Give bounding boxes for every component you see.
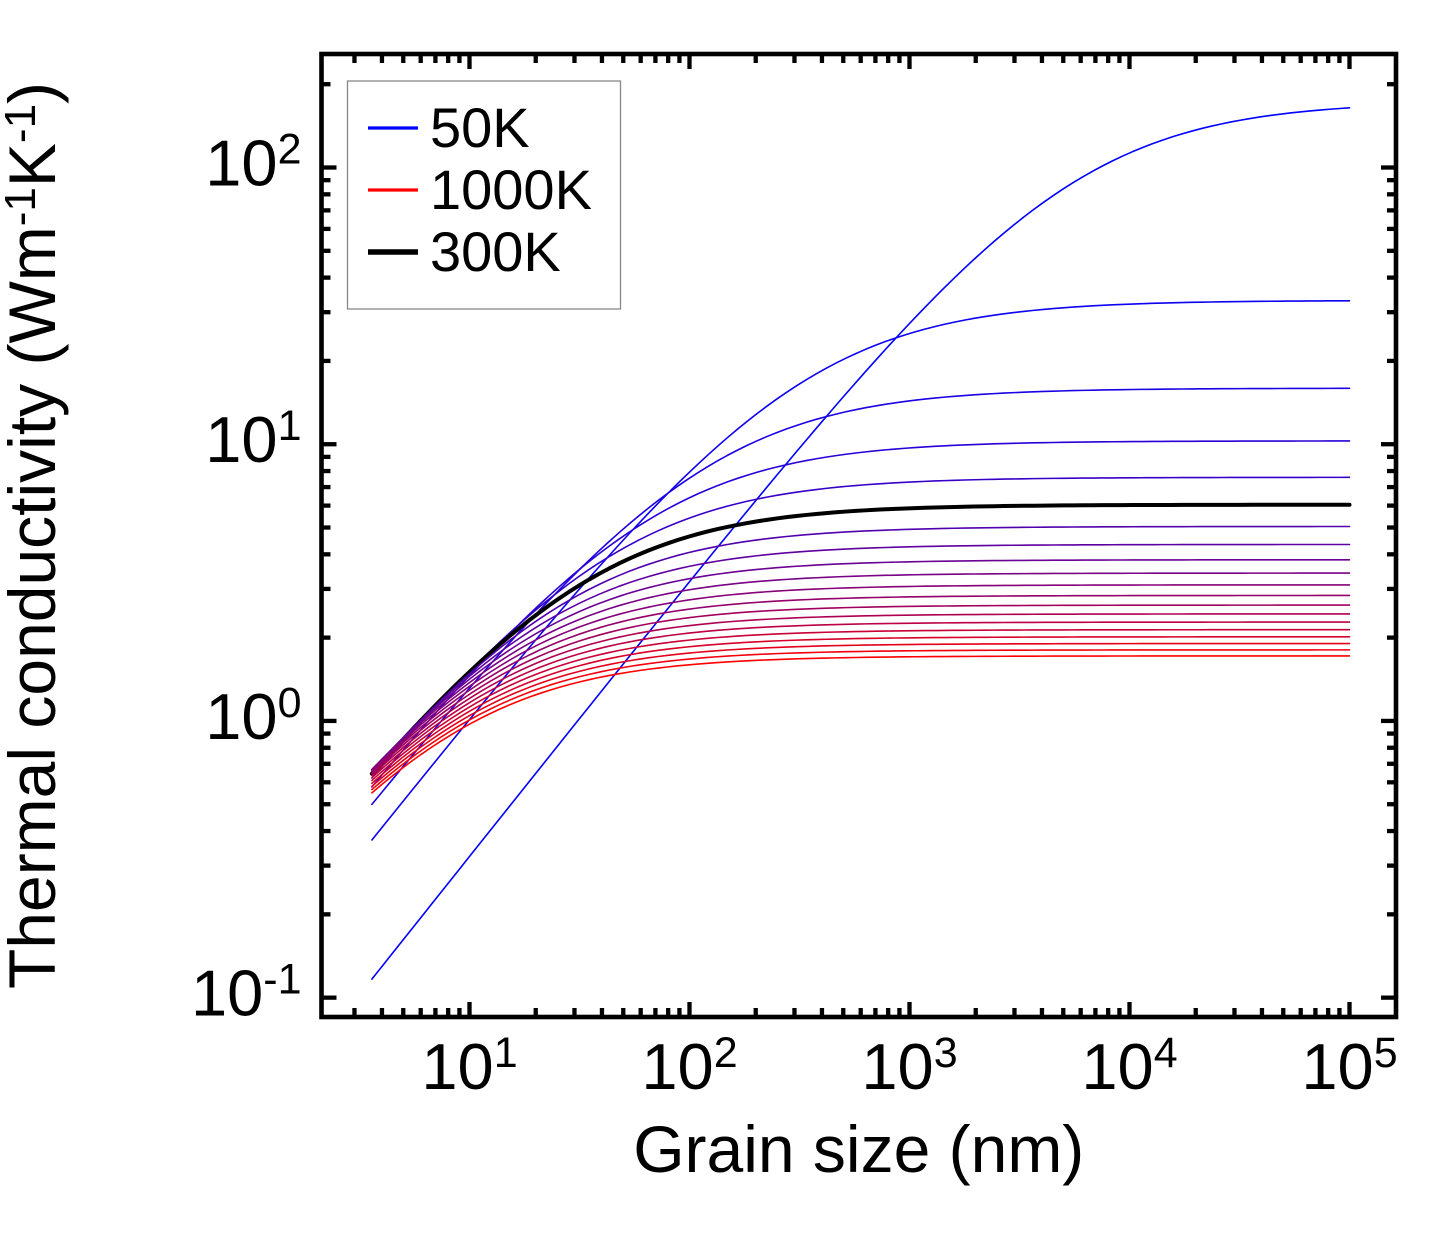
- svg-text:1000K: 1000K: [430, 158, 592, 221]
- svg-text:300K: 300K: [430, 220, 561, 283]
- svg-text:50K: 50K: [430, 96, 530, 159]
- svg-text:Grain size (nm): Grain size (nm): [633, 1112, 1084, 1186]
